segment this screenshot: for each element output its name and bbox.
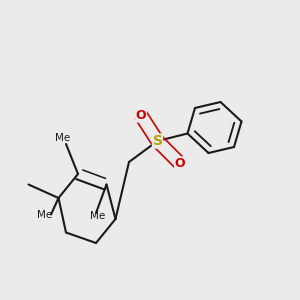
Text: S: S — [152, 134, 163, 148]
Text: O: O — [136, 109, 146, 122]
Text: Me: Me — [90, 211, 105, 221]
Text: Me: Me — [56, 133, 70, 143]
Text: Me: Me — [38, 209, 52, 220]
Text: O: O — [175, 157, 185, 170]
